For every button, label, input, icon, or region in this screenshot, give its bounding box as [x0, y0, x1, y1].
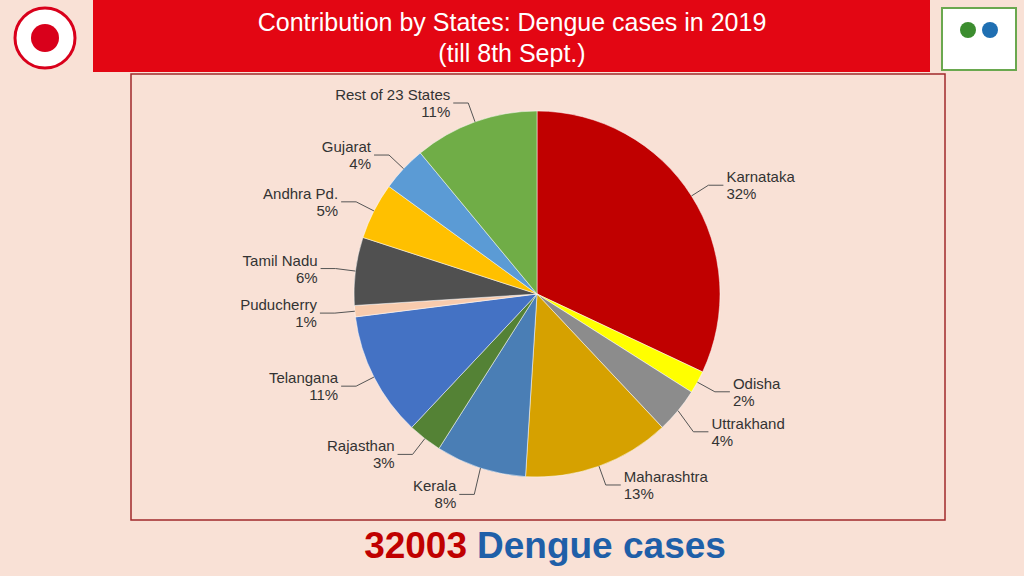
logo-right-mark — [982, 22, 998, 38]
label-category: Kerala — [413, 477, 457, 494]
label-category: Puducherry — [240, 296, 317, 313]
label-value: 5% — [316, 202, 338, 219]
chart-frame — [131, 74, 945, 520]
label-category: Karnataka — [726, 168, 795, 185]
label-category: Tamil Nadu — [243, 252, 318, 269]
data-label: Maharashtra13% — [624, 468, 709, 502]
label-value: 3% — [373, 454, 395, 471]
data-label: Gujarat4% — [322, 138, 372, 172]
leader-line — [453, 103, 475, 122]
data-label: Uttrakhand4% — [711, 415, 784, 449]
label-value: 4% — [349, 155, 371, 172]
label-category: Andhra Pd. — [263, 185, 338, 202]
title: Contribution by States: Dengue cases in … — [258, 8, 767, 36]
data-label: Rajasthan3% — [327, 437, 395, 471]
label-value: 11% — [309, 386, 338, 403]
label-value: 2% — [733, 392, 755, 409]
label-value: 4% — [711, 432, 733, 449]
label-value: 8% — [435, 494, 457, 511]
data-label: Puducherry1% — [240, 296, 317, 330]
leader-line — [678, 411, 708, 432]
label-category: Telangana — [269, 369, 339, 386]
leader-line — [692, 185, 724, 196]
label-category: Odisha — [733, 375, 781, 392]
total-annotation: 32003Dengue cases — [364, 525, 726, 566]
leader-line — [341, 202, 374, 211]
pie-slice — [526, 294, 663, 477]
title-band — [93, 0, 930, 72]
label-category: Rest of 23 States — [335, 86, 450, 103]
leader-line — [341, 377, 374, 386]
leader-line — [374, 155, 404, 169]
subtitle: (till 8th Sept.) — [438, 39, 585, 67]
leader-line — [398, 439, 425, 455]
data-label: Kerala8% — [413, 477, 457, 511]
pie — [354, 111, 720, 477]
label-category: Uttrakhand — [711, 415, 784, 432]
chart: Contribution by States: Dengue cases in … — [0, 0, 1024, 576]
pie-slice — [420, 111, 537, 294]
leader-line — [697, 382, 730, 392]
total-value: 32003 — [364, 525, 467, 566]
label-value: 1% — [295, 313, 317, 330]
label-value: 11% — [421, 103, 450, 120]
data-label: Karnataka32% — [726, 168, 795, 202]
logo-left-inner — [31, 24, 59, 52]
logo-left — [15, 8, 75, 68]
label-category: Gujarat — [322, 138, 372, 155]
data-label: Tamil Nadu6% — [243, 252, 318, 286]
data-label: Odisha2% — [733, 375, 781, 409]
label-value: 13% — [624, 485, 654, 502]
logo-right-mark — [960, 22, 976, 38]
leader-line — [599, 466, 621, 485]
leader-line — [459, 468, 480, 494]
pie-slice — [355, 294, 537, 427]
leader-line — [320, 311, 355, 313]
logo-right — [942, 8, 1016, 70]
data-label: Rest of 23 States11% — [335, 86, 450, 120]
label-value: 6% — [296, 269, 318, 286]
label-category: Rajasthan — [327, 437, 395, 454]
data-labels: Karnataka32%Odisha2%Uttrakhand4%Maharash… — [240, 86, 795, 511]
data-label: Andhra Pd.5% — [263, 185, 338, 219]
data-label: Telangana11% — [269, 369, 339, 403]
total-label: Dengue cases — [477, 525, 726, 566]
leader-line — [321, 269, 356, 272]
label-category: Maharashtra — [624, 468, 709, 485]
label-value: 32% — [726, 185, 756, 202]
